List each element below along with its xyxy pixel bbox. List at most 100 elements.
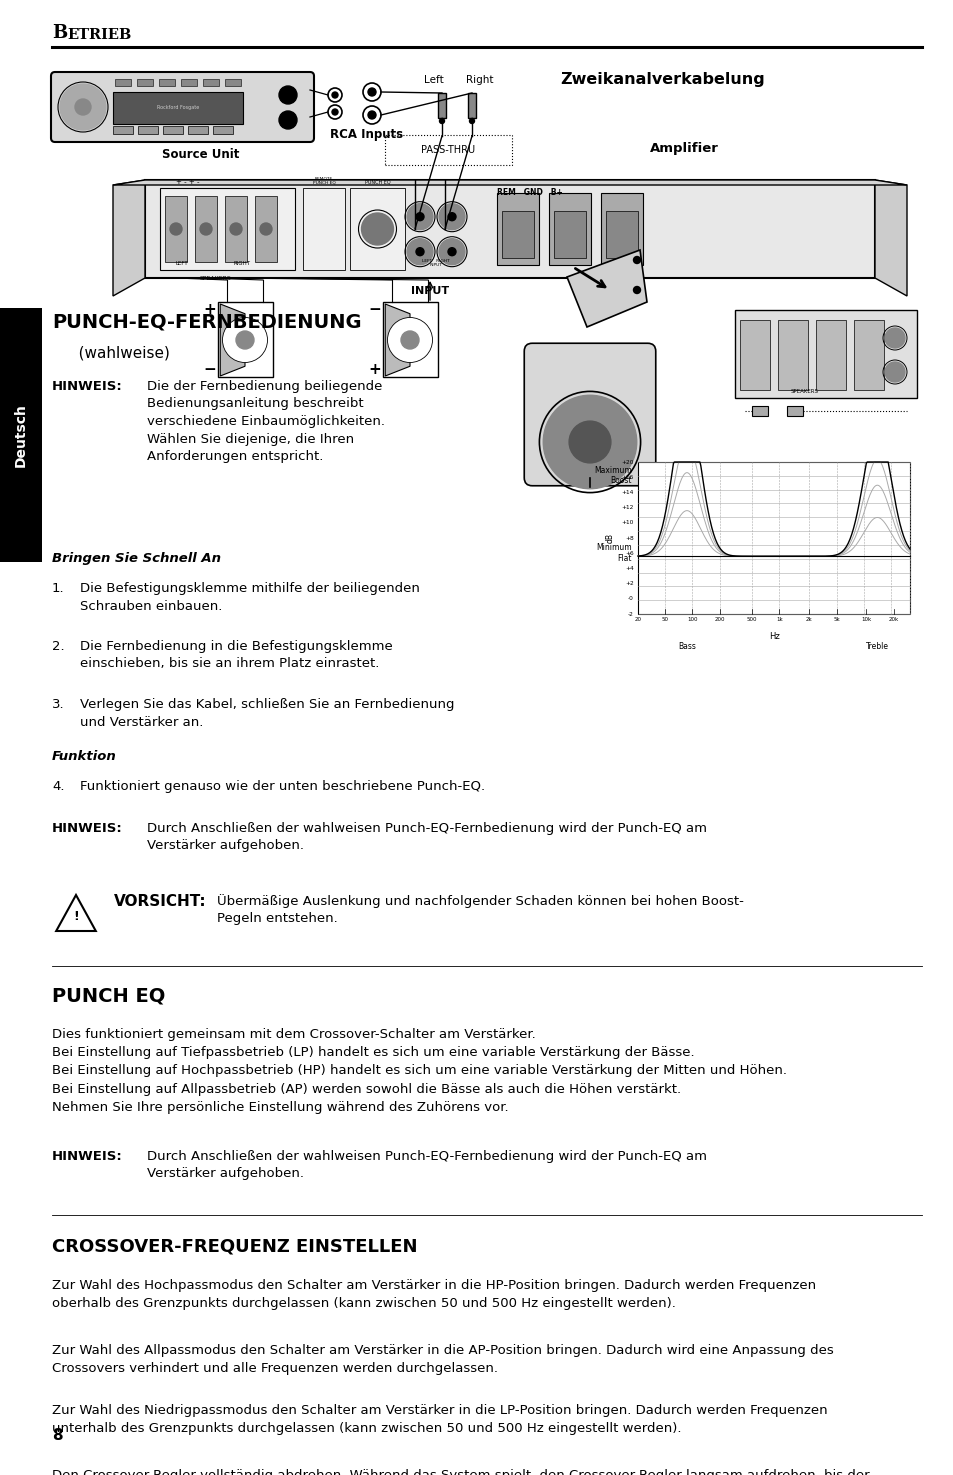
Text: Bass: Bass bbox=[678, 642, 695, 650]
Bar bbox=[181, 80, 196, 86]
Circle shape bbox=[884, 361, 904, 382]
Bar bbox=[740, 320, 769, 389]
Circle shape bbox=[222, 317, 267, 363]
Circle shape bbox=[387, 317, 432, 363]
Circle shape bbox=[260, 223, 272, 235]
Bar bbox=[145, 180, 874, 277]
Polygon shape bbox=[385, 304, 410, 376]
Circle shape bbox=[332, 91, 337, 97]
Bar bbox=[188, 125, 208, 134]
Text: 1.: 1. bbox=[52, 583, 65, 594]
Bar bbox=[548, 193, 590, 266]
Bar bbox=[137, 80, 152, 86]
Text: +12: +12 bbox=[621, 504, 634, 510]
Text: HINWEIS:: HINWEIS: bbox=[52, 1150, 123, 1162]
Text: 50: 50 bbox=[661, 617, 668, 622]
Bar bbox=[605, 211, 638, 258]
Text: 200: 200 bbox=[714, 617, 724, 622]
FancyBboxPatch shape bbox=[51, 72, 314, 142]
Text: REMOTE
PUNCH EQ: REMOTE PUNCH EQ bbox=[313, 177, 335, 184]
Text: 3.: 3. bbox=[52, 698, 65, 711]
Text: Source Unit: Source Unit bbox=[162, 148, 239, 161]
Text: +10: +10 bbox=[621, 521, 634, 525]
Circle shape bbox=[407, 239, 433, 264]
Circle shape bbox=[542, 395, 636, 488]
Text: +14: +14 bbox=[621, 490, 634, 496]
Text: 10k: 10k bbox=[861, 617, 871, 622]
Text: (wahlweise): (wahlweise) bbox=[64, 345, 170, 360]
Text: CROSSOVER-FREQUENZ EINSTELLEN: CROSSOVER-FREQUENZ EINSTELLEN bbox=[52, 1238, 417, 1255]
Text: Zur Wahl des Niedrigpassmodus den Schalter am Verstärker in die LP-Position brin: Zur Wahl des Niedrigpassmodus den Schalt… bbox=[52, 1404, 827, 1435]
Bar bbox=[751, 406, 767, 416]
Text: +8: +8 bbox=[624, 535, 634, 540]
Polygon shape bbox=[566, 249, 646, 327]
Bar bbox=[734, 310, 916, 398]
Text: VORSICHT:: VORSICHT: bbox=[113, 894, 207, 909]
Circle shape bbox=[400, 330, 418, 350]
Bar bbox=[217, 302, 273, 378]
Text: Übermäßige Auslenkung und nachfolgender Schaden können bei hohen Boost-
Pegeln e: Übermäßige Auslenkung und nachfolgender … bbox=[216, 894, 743, 925]
Circle shape bbox=[438, 204, 464, 230]
Polygon shape bbox=[220, 304, 245, 376]
Polygon shape bbox=[56, 895, 95, 931]
Text: 4.: 4. bbox=[52, 780, 65, 794]
Bar bbox=[159, 80, 174, 86]
Text: Durch Anschließen der wahlweisen Punch-EQ-Fernbedienung wird der Punch-EQ am
Ver: Durch Anschließen der wahlweisen Punch-E… bbox=[147, 1150, 706, 1180]
Text: + - + -: + - + - bbox=[176, 178, 200, 184]
Circle shape bbox=[278, 86, 296, 105]
FancyBboxPatch shape bbox=[524, 344, 655, 485]
Text: Die Fernbedienung in die Befestigungsklemme
einschieben, bis sie an ihrem Platz : Die Fernbedienung in die Befestigungskle… bbox=[80, 640, 393, 671]
Circle shape bbox=[633, 257, 639, 264]
Text: RCA Inputs: RCA Inputs bbox=[330, 128, 403, 142]
Bar bbox=[254, 196, 276, 263]
Bar bbox=[138, 125, 158, 134]
Bar bbox=[385, 136, 512, 165]
Bar bbox=[853, 320, 883, 389]
Bar bbox=[437, 93, 446, 118]
Circle shape bbox=[569, 420, 610, 463]
Bar bbox=[778, 320, 807, 389]
Text: +: + bbox=[203, 302, 216, 317]
Text: −: − bbox=[203, 363, 216, 378]
Bar bbox=[382, 302, 437, 378]
Text: Zur Wahl des Hochpassmodus den Schalter am Verstärker in die HP-Position bringen: Zur Wahl des Hochpassmodus den Schalter … bbox=[52, 1279, 815, 1310]
Bar bbox=[213, 125, 233, 134]
Bar bbox=[497, 193, 538, 266]
Text: LEFT: LEFT bbox=[175, 261, 188, 266]
Text: Bringen Sie Schnell An: Bringen Sie Schnell An bbox=[52, 552, 221, 565]
Circle shape bbox=[200, 223, 212, 235]
Bar bbox=[203, 80, 219, 86]
Text: -0: -0 bbox=[627, 596, 634, 602]
Text: dB: dB bbox=[605, 532, 614, 543]
Text: ETRIEB: ETRIEB bbox=[68, 28, 132, 41]
Text: !: ! bbox=[73, 910, 79, 922]
Circle shape bbox=[170, 223, 182, 235]
Text: 1k: 1k bbox=[775, 617, 782, 622]
Text: 5k: 5k bbox=[832, 617, 839, 622]
Text: Maximum
Boost: Maximum Boost bbox=[594, 466, 631, 485]
Text: PUNCH EQ: PUNCH EQ bbox=[364, 180, 390, 184]
Circle shape bbox=[230, 223, 242, 235]
Bar bbox=[112, 125, 132, 134]
Text: RIGHT: RIGHT bbox=[233, 261, 251, 266]
Text: Right: Right bbox=[466, 75, 494, 86]
Text: Funktioniert genauso wie der unten beschriebene Punch-EQ.: Funktioniert genauso wie der unten besch… bbox=[80, 780, 485, 794]
Text: REM   GND   B+: REM GND B+ bbox=[497, 187, 562, 198]
Text: Left: Left bbox=[424, 75, 443, 86]
Text: Die Befestigungsklemme mithilfe der beiliegenden
Schrauben einbauen.: Die Befestigungsklemme mithilfe der beil… bbox=[80, 583, 419, 612]
Text: Treble: Treble bbox=[865, 642, 888, 650]
Bar bbox=[160, 187, 294, 270]
Text: +2: +2 bbox=[624, 581, 634, 586]
Text: 500: 500 bbox=[746, 617, 757, 622]
Circle shape bbox=[60, 84, 106, 130]
Text: PUNCH-EQ-FERNBEDIENUNG: PUNCH-EQ-FERNBEDIENUNG bbox=[52, 313, 361, 330]
Text: PUNCH EQ: PUNCH EQ bbox=[52, 985, 165, 1004]
Circle shape bbox=[416, 212, 423, 221]
Bar bbox=[600, 193, 642, 266]
Text: +4: +4 bbox=[624, 566, 634, 571]
Text: Dies funktioniert gemeinsam mit dem Crossover-Schalter am Verstärker.
Bei Einste: Dies funktioniert gemeinsam mit dem Cros… bbox=[52, 1028, 786, 1114]
Text: HINWEIS:: HINWEIS: bbox=[52, 381, 123, 392]
Text: Zweikanalverkabelung: Zweikanalverkabelung bbox=[559, 72, 764, 87]
Text: 20k: 20k bbox=[887, 617, 898, 622]
Text: +20: +20 bbox=[620, 460, 634, 465]
